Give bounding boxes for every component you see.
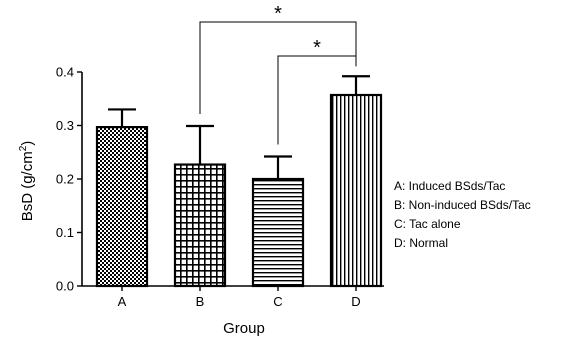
significance-brackets: ** — [199, 3, 357, 145]
y-tick-label: 0.1 — [56, 225, 74, 240]
significance-bracket — [277, 55, 357, 145]
legend: A: Induced BSds/Tac B: Non-induced BSds/… — [394, 179, 531, 250]
bar-d — [329, 93, 383, 288]
legend-entry: B: Non-induced BSds/Tac — [394, 198, 531, 212]
significance-star: * — [274, 3, 282, 25]
x-axis-title: Group — [223, 320, 265, 337]
legend-entry: D: Normal — [394, 236, 448, 250]
x-tick-label: C — [273, 294, 282, 309]
y-axis-title-superscript: 2 — [18, 145, 29, 151]
x-tick-label: B — [196, 294, 205, 309]
legend-entry: A: Induced BSds/Tac — [394, 179, 505, 193]
significance-star: * — [313, 37, 321, 59]
x-tick-label: A — [118, 294, 127, 309]
y-tick-label: 0.0 — [56, 279, 74, 294]
bars — [95, 93, 383, 288]
legend-entry: C: Tac alone — [394, 217, 461, 231]
y-axis: 0.0 0.1 0.2 0.3 0.4 — [56, 65, 83, 294]
y-axis-title-close: ) — [19, 141, 36, 146]
x-tick-label: D — [351, 294, 360, 309]
bar-b — [173, 163, 227, 288]
bar-c — [251, 177, 305, 288]
significance-bracket — [199, 21, 357, 115]
y-tick-label: 0.3 — [56, 118, 74, 133]
error-bars — [108, 75, 370, 179]
y-tick-label: 0.2 — [56, 172, 74, 187]
y-axis-title: BsD (g/cm2) — [18, 141, 36, 222]
bar-a — [95, 126, 149, 288]
x-axis: A B C D — [82, 285, 384, 309]
y-tick-label: 0.4 — [56, 65, 74, 80]
